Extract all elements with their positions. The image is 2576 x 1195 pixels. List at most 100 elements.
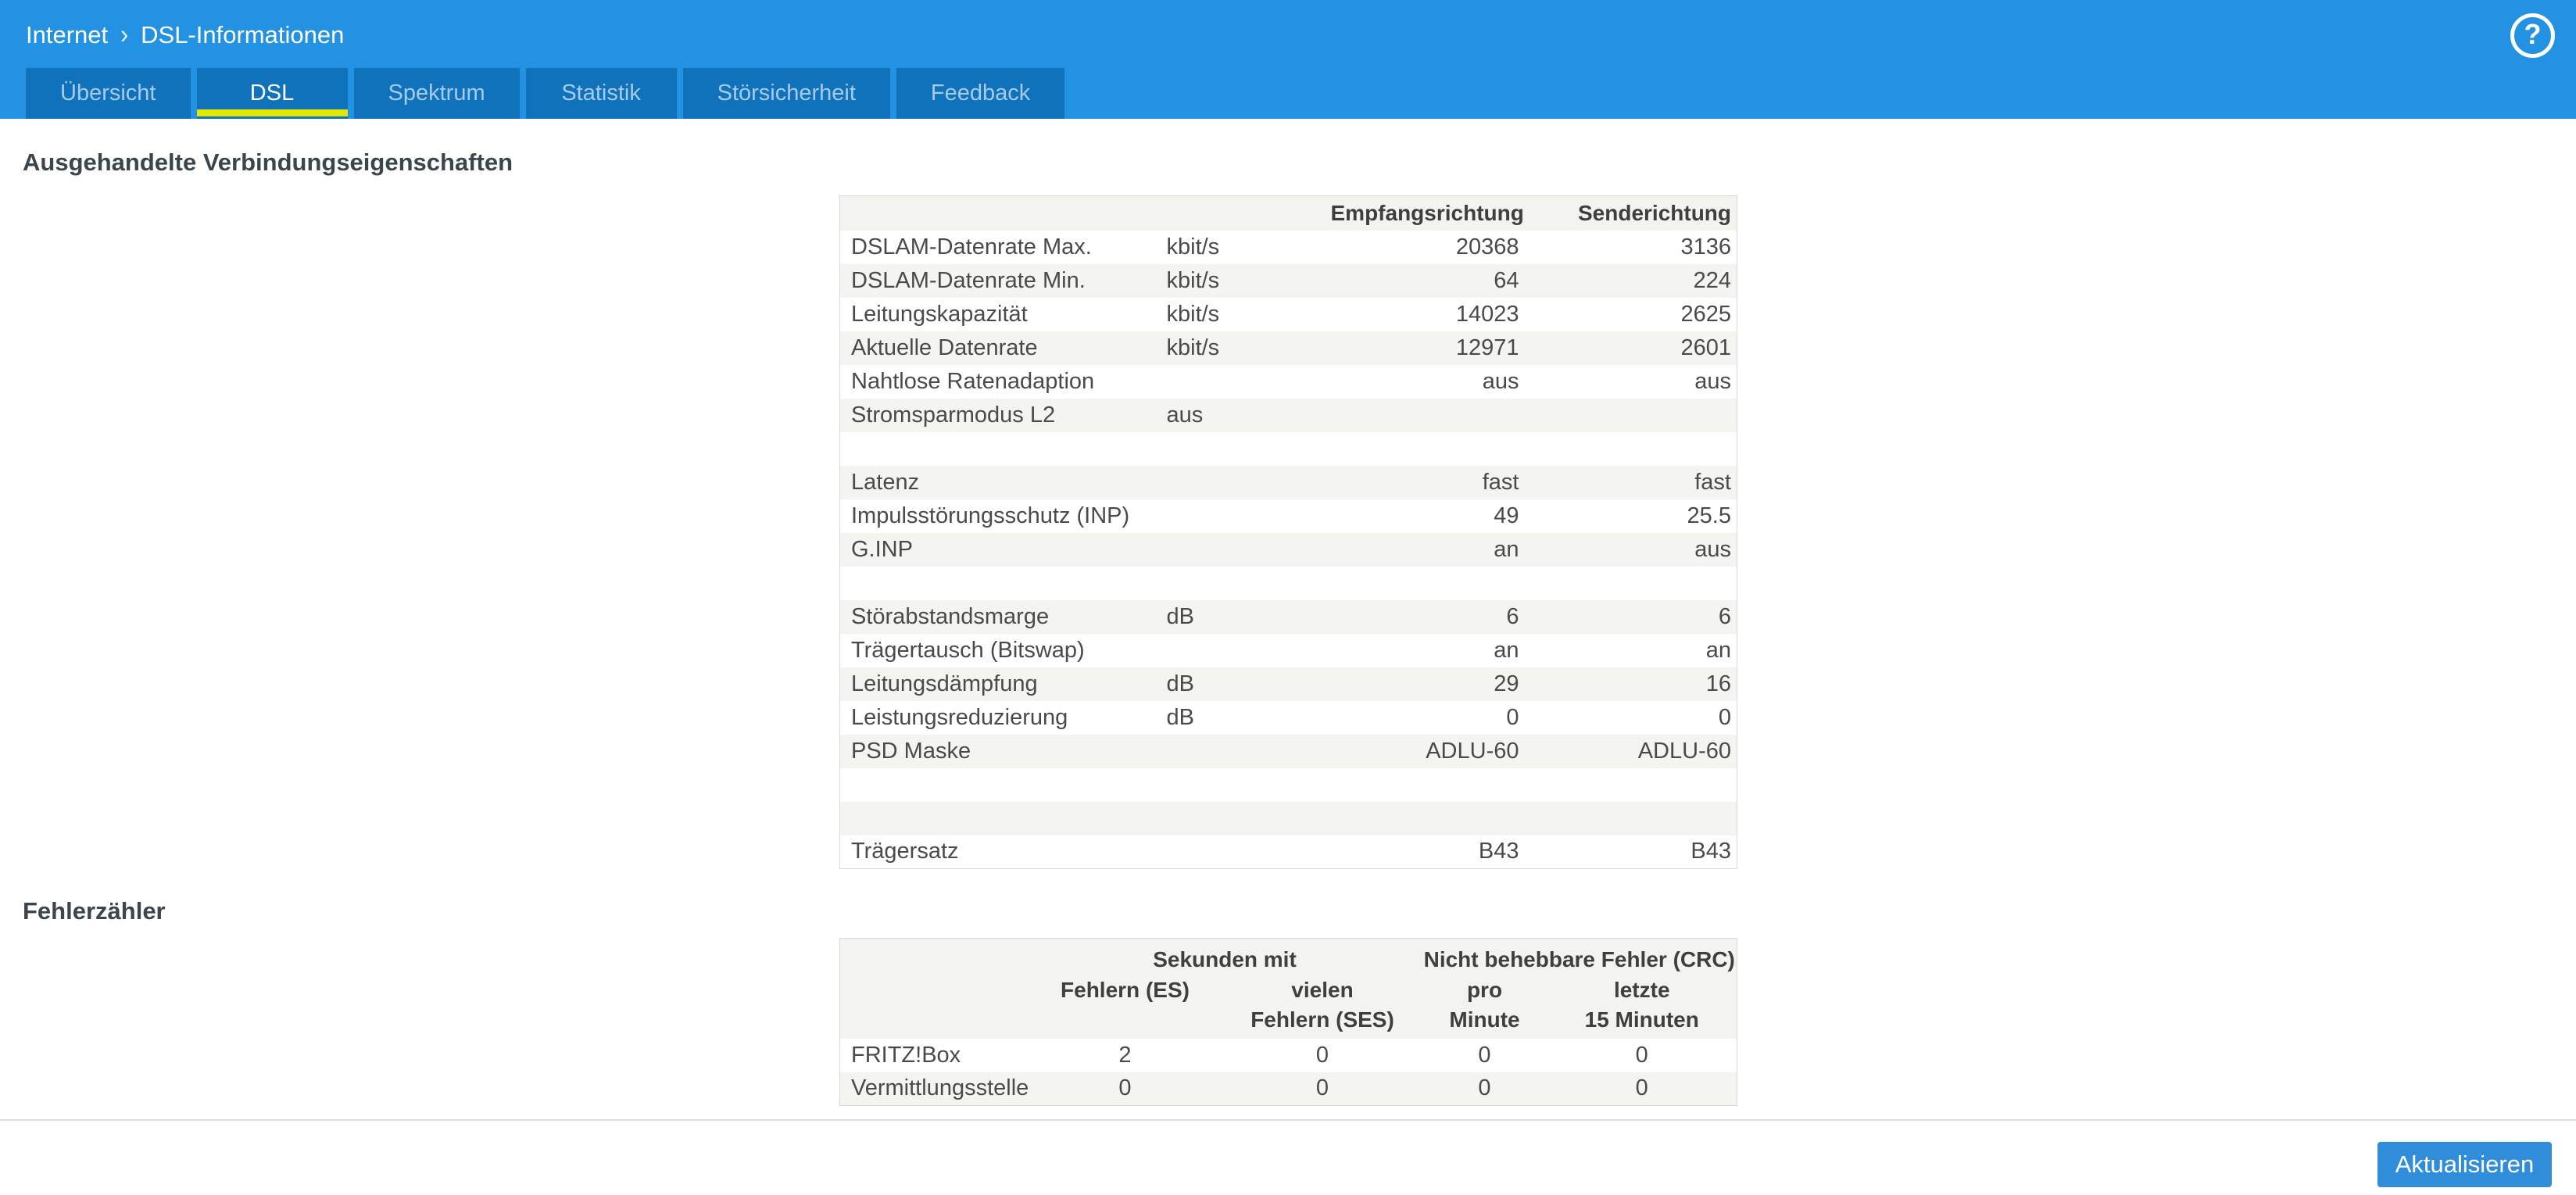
tab-bar: Übersicht DSL Spektrum Statistik Störsic… [26,68,1065,119]
table-row: Leitungsdämpfung dB 29 16 [839,667,1737,701]
cell-rx: 12971 [1330,331,1526,365]
cell-unit: aus [1166,398,1331,432]
cell-tx: 3136 [1680,234,1731,259]
cell-label [839,801,1167,835]
column-header-empfangsrichtung: Empfangsrichtung [1330,195,1526,231]
breadcrumb: Internet › DSL-Informationen [26,20,344,50]
error-table-subheader-row-1: Fehlern (ES) vielen pro letzte [839,974,1737,1006]
cell-tx: 25.5 [1687,503,1731,528]
cell-unit [1166,734,1331,768]
cell-label: Störabstandsmarge [839,599,1167,634]
connection-table-header-row: Empfangsrichtung Senderichtung [839,195,1737,231]
cell-tx: 2625 [1680,301,1731,327]
help-button[interactable]: ? [2510,13,2555,58]
cell-es: 0 [1027,1072,1223,1106]
subheader-vielen: vielen [1222,974,1422,1006]
tab-statistik[interactable]: Statistik [525,68,677,119]
cell-tx [1526,432,1737,466]
error-table-group-header-row: Sekunden mit Nicht behebbare Fehler (CRC… [839,938,1737,975]
cell-rx [1331,567,1526,600]
cell-label: Nahtlose Ratenadaption [851,368,1095,394]
cell-unit [1166,532,1331,567]
cell-rx [1331,768,1526,802]
table-row: FRITZ!Box 2 0 0 0 [840,1039,1737,1072]
cell-rx: an [1494,637,1519,663]
subheader-empty [1027,1005,1223,1039]
table-row: Leistungsreduzierung dB 0 0 [840,701,1737,735]
connection-table-body: DSLAM-Datenrate Max. kbit/s 20368 3136 DSLAM… [839,231,1737,869]
cell-rx: 0 [1506,704,1519,730]
table-row: PSD Maske ADLU-60 ADLU-60 [839,734,1737,768]
cell-rx: 49 [1494,503,1519,528]
tab-dsl[interactable]: DSL [196,68,348,119]
cell-unit [1167,432,1331,466]
table-row: DSLAM-Datenrate Max. kbit/s 20368 3136 [840,231,1737,264]
top-header: Internet › DSL-Informationen ? Übersicht… [0,0,2576,119]
table-row [840,768,1737,802]
cell-label: Impulsstörungsschutz (INP) [851,503,1130,528]
cell-label: DSLAM-Datenrate Max. [851,234,1092,259]
cell-unit: kbit/s [1166,331,1331,365]
subheader-pro: pro [1422,974,1547,1006]
cell-tx: 2601 [1526,331,1737,365]
cell-label: Leitungskapazität [851,301,1028,327]
table-row: Stromsparmodus L2 aus [839,398,1737,432]
cell-rx: 20368 [1455,234,1519,259]
cell-unit: kbit/s [1166,234,1220,259]
cell-label: Trägersatz [851,839,959,864]
group-header-crc: Nicht behebbare Fehler (CRC) [1422,938,1737,975]
cell-tx: an [1705,637,1731,663]
subheader-15-minuten: 15 Minuten [1547,1005,1737,1039]
section-heading-errors: Fehlerzähler [23,897,166,925]
cell-es: 2 [1118,1042,1132,1068]
breadcrumb-page: DSL-Informationen [141,21,345,48]
subheader-letzte: letzte [1547,974,1737,1006]
cell-unit [1167,365,1331,399]
tab-stoersicherheit[interactable]: Störsicherheit [682,68,890,119]
cell-rx: 6 [1330,599,1526,634]
cell-unit [1167,768,1331,802]
tab-spektrum[interactable]: Spektrum [353,68,520,119]
cell-ses: 0 [1222,1072,1422,1106]
cell-crc-last-15-min: 0 [1635,1042,1648,1068]
cell-rx [1330,398,1526,432]
group-header-sekunden-mit: Sekunden mit [1027,938,1422,975]
table-row: Latenz fast fast [839,465,1737,499]
cell-tx: ADLU-60 [1526,734,1737,768]
table-row: Nahtlose Ratenadaption aus aus [840,365,1737,399]
cell-tx: fast [1526,465,1737,499]
cell-unit: dB [1166,599,1331,634]
cell-crc-per-minute: 0 [1422,1072,1547,1106]
cell-unit [1167,835,1331,869]
cell-unit [1167,634,1331,667]
cell-label [840,432,1167,466]
subheader-empty [839,974,1028,1006]
cell-rx [1331,432,1526,466]
tab-feedback[interactable]: Feedback [896,68,1065,119]
cell-label: Trägertausch (Bitswap) [851,637,1085,663]
refresh-button[interactable]: Aktualisieren [2377,1142,2552,1187]
column-header-unit [1166,195,1331,231]
tab-uebersicht[interactable]: Übersicht [26,68,191,119]
cell-tx [1526,567,1737,600]
cell-crc-per-minute: 0 [1478,1042,1491,1068]
table-row: Impulsstörungsschutz (INP) 49 25.5 [840,499,1737,533]
cell-tx: 6 [1526,599,1737,634]
cell-label [840,768,1167,802]
column-header-label [839,195,1167,231]
cell-unit [1167,499,1331,533]
cell-label: DSLAM-Datenrate Min. [839,263,1167,298]
column-header-senderichtung: Senderichtung [1526,195,1737,231]
cell-label: FRITZ!Box [851,1042,961,1068]
table-row: Trägertausch (Bitswap) an an [840,634,1737,667]
section-heading-connection: Ausgehandelte Verbindungseigenschaften [23,148,513,176]
subheader-minute: Minute [1422,1005,1547,1039]
cell-unit [1166,801,1331,835]
cell-unit: kbit/s [1166,301,1220,327]
cell-tx [1526,398,1737,432]
cell-ses: 0 [1315,1042,1329,1068]
breadcrumb-section[interactable]: Internet [26,21,109,48]
cell-tx [1526,768,1737,802]
cell-rx: 14023 [1455,301,1519,327]
group-header-empty [839,938,1028,975]
